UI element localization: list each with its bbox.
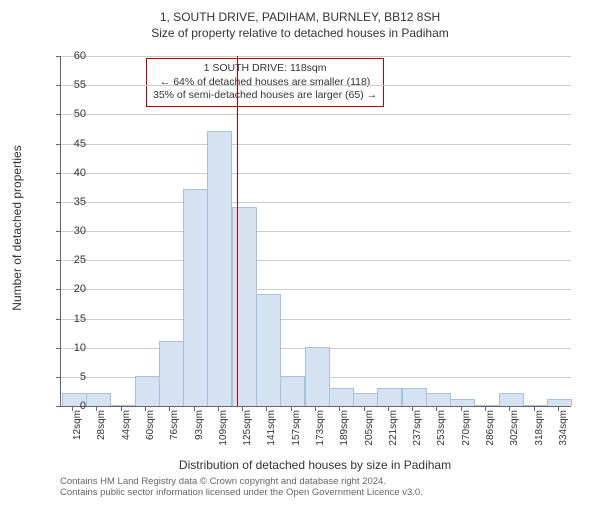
histogram-bar — [377, 388, 402, 407]
y-tick-label: 30 — [56, 225, 86, 237]
histogram-bar — [475, 405, 500, 406]
grid-line — [61, 173, 571, 174]
histogram-chart: 1, SOUTH DRIVE, PADIHAM, BURNLEY, BB12 8… — [0, 8, 600, 508]
footer-attribution: Contains HM Land Registry data © Crown c… — [60, 476, 423, 499]
x-tick-label: 253sqm — [436, 410, 447, 450]
grid-line — [61, 202, 571, 203]
histogram-bar — [329, 388, 354, 407]
histogram-bar — [256, 294, 281, 406]
histogram-bar — [499, 393, 524, 406]
x-tick-label: 157sqm — [291, 410, 302, 450]
histogram-bar — [86, 393, 111, 406]
annotation-line3: 35% of semi-detached houses are larger (… — [153, 89, 377, 103]
chart-title-address: 1, SOUTH DRIVE, PADIHAM, BURNLEY, BB12 8… — [0, 10, 600, 24]
x-tick-label: 318sqm — [534, 410, 545, 450]
y-tick-label: 15 — [56, 313, 86, 325]
x-tick-label: 205sqm — [364, 410, 375, 450]
y-tick-label: 20 — [56, 283, 86, 295]
histogram-bar — [280, 376, 305, 406]
x-tick-label: 302sqm — [509, 410, 520, 450]
plot-area: 1 SOUTH DRIVE: 118sqm ← 64% of detached … — [60, 56, 571, 407]
y-tick-label: 10 — [56, 342, 86, 354]
histogram-bar — [183, 189, 208, 406]
histogram-bar — [450, 399, 475, 406]
x-tick-label: 221sqm — [388, 410, 399, 450]
grid-line — [61, 85, 571, 86]
annotation-box: 1 SOUTH DRIVE: 118sqm ← 64% of detached … — [146, 58, 384, 107]
grid-line — [61, 56, 571, 57]
x-tick-label: 141sqm — [266, 410, 277, 450]
y-tick-label: 50 — [56, 108, 86, 120]
grid-line — [61, 289, 571, 290]
histogram-bar — [159, 341, 184, 406]
x-tick-label: 109sqm — [218, 410, 229, 450]
grid-line — [61, 260, 571, 261]
x-tick-label: 28sqm — [96, 410, 107, 450]
y-tick-label: 5 — [56, 371, 86, 383]
x-tick-label: 173sqm — [315, 410, 326, 450]
footer-line1: Contains HM Land Registry data © Crown c… — [60, 476, 423, 487]
grid-line — [61, 144, 571, 145]
y-tick-label: 55 — [56, 79, 86, 91]
x-axis-label: Distribution of detached houses by size … — [60, 458, 570, 472]
histogram-bar — [523, 405, 548, 406]
histogram-bar — [402, 388, 427, 407]
annotation-line1: 1 SOUTH DRIVE: 118sqm — [153, 62, 377, 76]
y-tick-label: 40 — [56, 167, 86, 179]
footer-line2: Contains public sector information licen… — [60, 487, 423, 498]
x-tick-label: 334sqm — [558, 410, 569, 450]
y-tick-label: 60 — [56, 50, 86, 62]
x-tick-label: 237sqm — [412, 410, 423, 450]
reference-line — [237, 56, 238, 406]
annotation-line2: ← 64% of detached houses are smaller (11… — [153, 76, 377, 90]
histogram-bar — [426, 393, 451, 406]
x-tick-label: 93sqm — [194, 410, 205, 450]
x-tick-label: 125sqm — [242, 410, 253, 450]
grid-line — [61, 231, 571, 232]
grid-line — [61, 114, 571, 115]
histogram-bar — [110, 405, 135, 406]
histogram-bar — [305, 347, 330, 406]
x-tick-label: 189sqm — [339, 410, 350, 450]
x-tick-label: 270sqm — [461, 410, 472, 450]
histogram-bar — [547, 399, 572, 406]
x-tick-label: 76sqm — [169, 410, 180, 450]
histogram-bar — [232, 207, 257, 406]
histogram-bar — [207, 131, 232, 406]
chart-title-sub: Size of property relative to detached ho… — [0, 26, 600, 40]
grid-line — [61, 319, 571, 320]
y-tick-label: 45 — [56, 138, 86, 150]
x-tick-label: 60sqm — [145, 410, 156, 450]
y-tick-label: 25 — [56, 254, 86, 266]
histogram-bar — [135, 376, 160, 406]
x-tick-label: 286sqm — [485, 410, 496, 450]
y-axis-label: Number of detached properties — [10, 145, 24, 310]
x-tick-label: 44sqm — [121, 410, 132, 450]
y-tick-label: 35 — [56, 196, 86, 208]
x-tick-label: 12sqm — [72, 410, 83, 450]
histogram-bar — [353, 393, 378, 406]
